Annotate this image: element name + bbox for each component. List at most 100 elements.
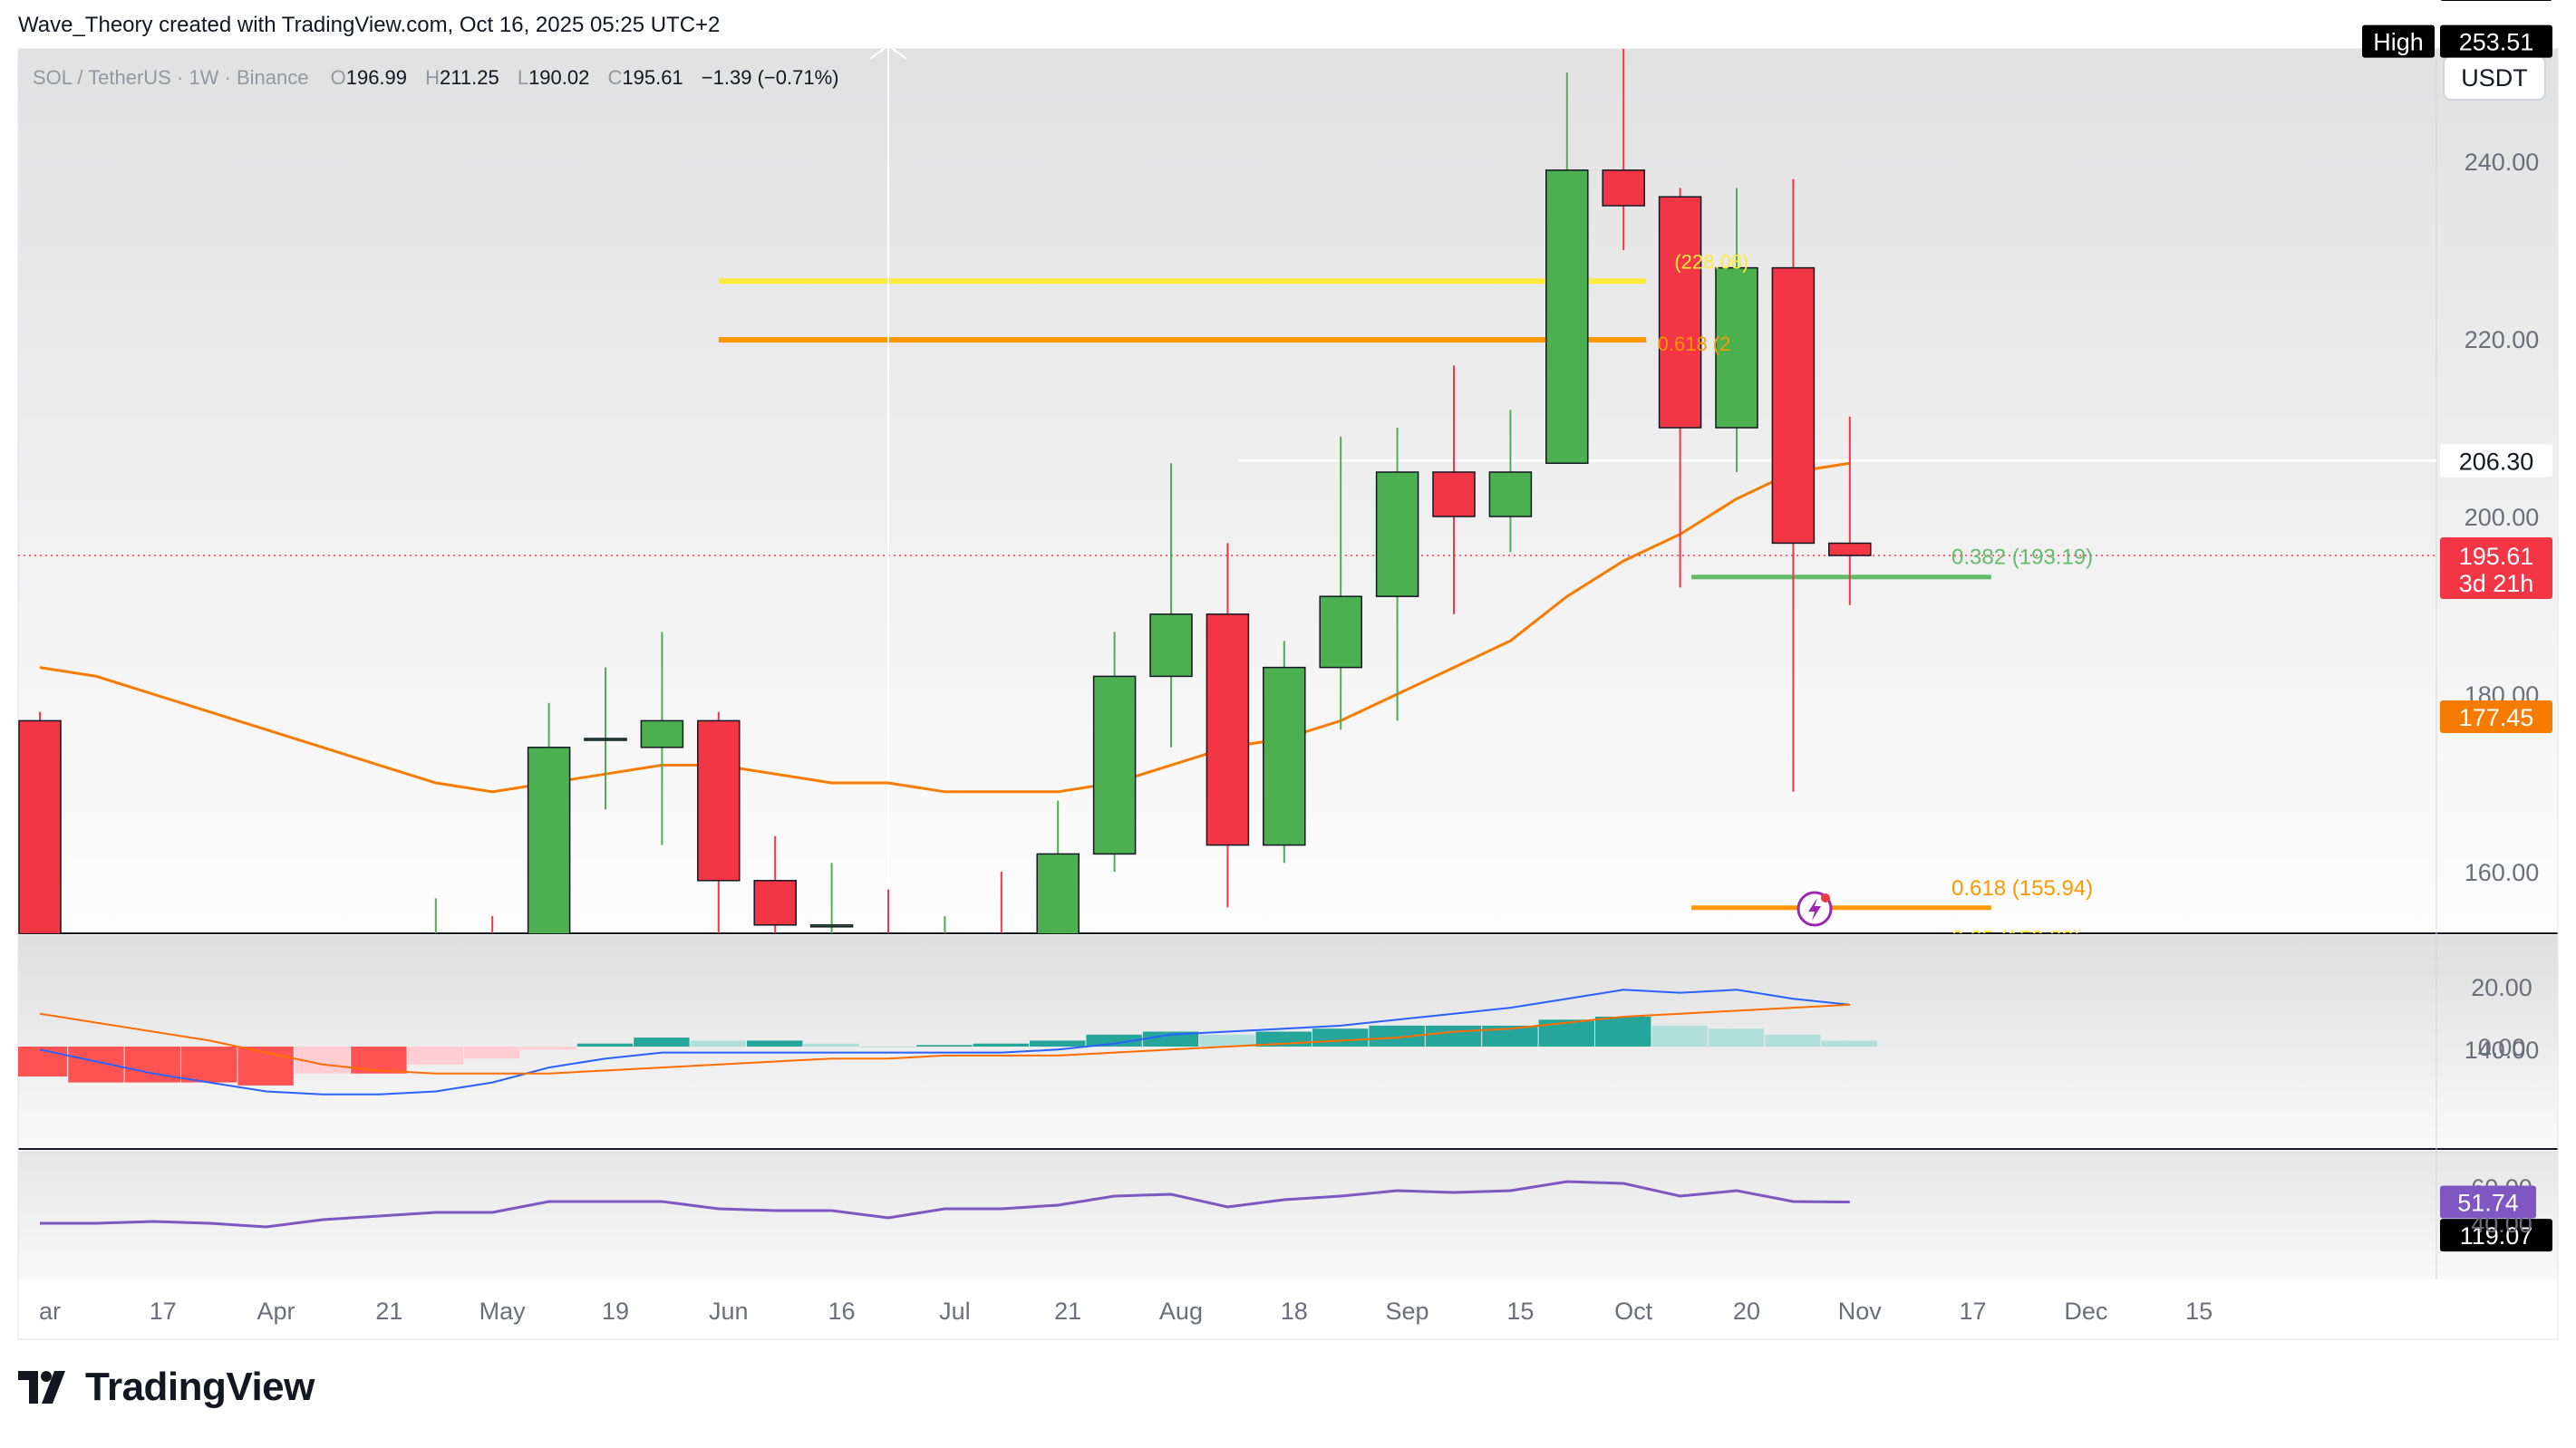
high-value: 211.25 bbox=[440, 66, 499, 89]
low-label: L bbox=[518, 66, 528, 89]
candle bbox=[753, 835, 797, 933]
price-tag-text: 119.07 bbox=[2460, 1222, 2533, 1250]
rsi-pane-background bbox=[18, 1151, 2558, 1279]
time-axis-tick: Sep bbox=[1386, 1298, 1429, 1325]
macd-histogram-bar bbox=[1030, 1040, 1086, 1047]
macd-axis-tick: 0.00 bbox=[2478, 1034, 2526, 1061]
price-axis-tick: 220.00 bbox=[2465, 326, 2540, 353]
candle bbox=[640, 632, 684, 845]
close-label: C bbox=[607, 66, 622, 89]
rsi-value-box bbox=[2440, 1185, 2536, 1219]
time-axis-tick: Jul bbox=[939, 1298, 971, 1325]
candle bbox=[1545, 72, 1589, 464]
macd-histogram-bar bbox=[747, 1040, 803, 1047]
macd-histogram-bar bbox=[576, 1043, 634, 1047]
open-label: O bbox=[331, 66, 346, 89]
macd-histogram-bar bbox=[68, 1047, 124, 1083]
macd-histogram-bar bbox=[1199, 1034, 1255, 1047]
macd-histogram-bar bbox=[1765, 1034, 1821, 1047]
candle-body bbox=[1602, 169, 1645, 207]
candle-body bbox=[697, 719, 741, 882]
macd-histogram-bar bbox=[181, 1047, 237, 1083]
ema-line bbox=[39, 461, 1851, 794]
high-marker-label: High bbox=[2373, 29, 2424, 56]
candle bbox=[527, 702, 571, 933]
time-axis-tick: May bbox=[479, 1298, 527, 1325]
fib-label: 0.618 (2 bbox=[1658, 333, 1731, 355]
macd-axis-tick: 20.00 bbox=[2471, 974, 2532, 1001]
price-tag-box bbox=[2440, 444, 2552, 478]
change-value: −1.39 (−0.71%) bbox=[702, 66, 839, 89]
candle-body bbox=[1715, 266, 1758, 429]
currency-button-label: USDT bbox=[2461, 64, 2528, 92]
time-axis-tick: 16 bbox=[828, 1298, 856, 1325]
candle-body bbox=[1432, 471, 1476, 517]
candle bbox=[1658, 188, 1702, 588]
price-axis-tick: 160.00 bbox=[2465, 859, 2540, 886]
candle bbox=[18, 711, 62, 933]
price-tag-box bbox=[2440, 24, 2552, 58]
time-axis-tick: Aug bbox=[1159, 1298, 1203, 1325]
candle-body bbox=[584, 738, 627, 741]
time-axis-tick: 15 bbox=[1506, 1298, 1534, 1325]
time-axis-tick: 19 bbox=[602, 1298, 629, 1325]
candle bbox=[434, 898, 437, 933]
high-marker-box bbox=[2362, 24, 2435, 58]
time-axis-tick: Nov bbox=[1838, 1298, 1883, 1325]
time-axis-tick: ar bbox=[39, 1298, 61, 1325]
ohlc-legend: SOL / TetherUS · 1W · Binance O196.99 H2… bbox=[33, 66, 838, 89]
tradingview-logo[interactable]: TradingView bbox=[18, 1365, 315, 1410]
macd-histogram-bar bbox=[407, 1047, 463, 1065]
candle-body bbox=[640, 719, 684, 748]
macd-histogram-bar bbox=[690, 1040, 746, 1047]
time-axis-tick: Oct bbox=[1614, 1298, 1653, 1325]
price-tag: 119.07 bbox=[2440, 1219, 2552, 1252]
macd-histogram-bar bbox=[1369, 1025, 1425, 1047]
candle-body bbox=[527, 747, 571, 933]
ema-price-tag-box bbox=[2440, 700, 2552, 733]
time-axis-tick: 17 bbox=[1960, 1298, 1987, 1325]
candle bbox=[1092, 632, 1137, 872]
candle-body bbox=[809, 924, 854, 928]
candle bbox=[1488, 410, 1533, 553]
chart-frame bbox=[17, 48, 2559, 1340]
alert-lightning-icon[interactable] bbox=[1796, 891, 1833, 927]
macd-histogram-bar bbox=[1651, 1025, 1708, 1047]
macd-histogram-bar bbox=[18, 1047, 68, 1076]
macd-histogram-bar bbox=[1425, 1025, 1482, 1047]
time-axis-tick: 21 bbox=[375, 1298, 402, 1325]
candle bbox=[1432, 365, 1476, 614]
price-tag: 206.30 bbox=[2440, 444, 2552, 478]
candle-body bbox=[1828, 542, 1872, 556]
countdown-text: 3d 21h bbox=[2459, 570, 2534, 597]
ema-price-tag: 177.45 bbox=[2440, 700, 2552, 733]
fib-label: 0.618 (155.94) bbox=[1951, 876, 2093, 901]
candle-body bbox=[1263, 666, 1306, 846]
time-axis-tick: Dec bbox=[2064, 1298, 2107, 1325]
candle-body bbox=[1771, 266, 1816, 545]
rsi-value-tag: 51.74 bbox=[2440, 1185, 2536, 1219]
candle-body bbox=[1488, 471, 1533, 517]
currency-button[interactable]: USDT bbox=[2443, 55, 2546, 101]
candle-body bbox=[1206, 613, 1250, 846]
candle-body bbox=[1092, 675, 1137, 855]
macd-histogram-bar bbox=[634, 1038, 690, 1047]
last-price-box bbox=[2440, 537, 2552, 600]
macd-histogram-bar bbox=[1538, 1019, 1594, 1047]
close-value: 195.61 bbox=[622, 66, 683, 89]
macd-histogram-bar bbox=[1482, 1025, 1538, 1047]
candle bbox=[809, 863, 854, 933]
price-tag-box bbox=[2440, 1219, 2552, 1252]
candle-body bbox=[1375, 471, 1419, 597]
candle-body bbox=[1036, 853, 1080, 933]
macd-histogram-bar bbox=[1086, 1034, 1142, 1047]
candle bbox=[1715, 188, 1758, 472]
fib-label: 0.382 (193.19) bbox=[1951, 545, 2093, 570]
symbol-label: SOL / TetherUS · 1W · Binance bbox=[33, 66, 308, 89]
macd-line bbox=[39, 989, 1850, 1096]
candle bbox=[697, 711, 741, 933]
price-axis-tick: 200.00 bbox=[2465, 504, 2540, 531]
rsi-value-text: 51.74 bbox=[2457, 1190, 2519, 1217]
chart-credit: Wave_Theory created with TradingView.com… bbox=[18, 13, 721, 37]
